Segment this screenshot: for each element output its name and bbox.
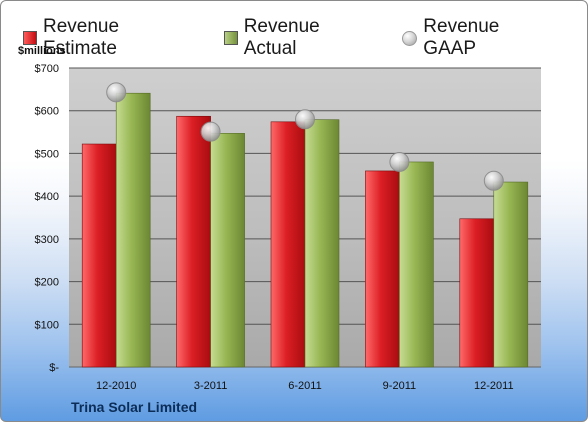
bar-revenue-estimate	[176, 115, 211, 368]
x-tick-label: 6-2011	[288, 380, 321, 392]
bar-revenue-estimate	[459, 218, 495, 368]
legend-item-gaap: Revenue GAAP	[402, 16, 557, 60]
legend-marker-gaap	[402, 30, 418, 46]
bar-revenue-actual	[210, 133, 245, 368]
bar-revenue-estimate	[270, 121, 306, 368]
marker-revenue-gaap	[106, 82, 127, 103]
marker-revenue-gaap	[389, 151, 410, 172]
chart-legend: Revenue Estimate Revenue Actual Revenue …	[23, 16, 583, 60]
legend-swatch-estimate	[23, 31, 37, 45]
y-tick-label: $600	[35, 106, 59, 118]
legend-label-estimate: Revenue Estimate	[42, 16, 120, 59]
bar-revenue-actual	[493, 181, 529, 368]
marker-revenue-gaap	[200, 121, 221, 142]
bar-revenue-actual	[399, 161, 434, 368]
legend-swatch-actual	[223, 31, 238, 45]
bar-revenue-actual	[304, 119, 340, 368]
y-tick-label: $400	[35, 191, 59, 203]
company-name: Trina Solar Limited	[71, 399, 198, 415]
x-tick-label: 12-2010	[96, 380, 136, 392]
x-tick-label: 3-2011	[194, 380, 227, 392]
y-tick-label: $200	[35, 277, 59, 289]
y-tick-label: $500	[35, 148, 59, 160]
legend-item-actual: Revenue Actual	[223, 16, 377, 60]
x-tick-label: 12-2011	[474, 380, 514, 392]
bar-revenue-estimate	[81, 143, 117, 368]
bar-revenue-actual	[115, 92, 151, 368]
y-axis-unit-label: $millions	[18, 45, 66, 57]
y-tick-label: $300	[35, 234, 59, 246]
y-tick-label: $-	[49, 362, 59, 374]
x-tick-label: 9-2011	[383, 380, 416, 392]
bar-revenue-estimate	[365, 170, 400, 368]
y-tick-label: $700	[35, 63, 59, 75]
marker-revenue-gaap	[483, 170, 504, 191]
y-tick-label: $100	[35, 319, 59, 331]
legend-label-gaap: Revenue GAAP	[423, 16, 500, 59]
legend-label-actual: Revenue Actual	[243, 16, 320, 59]
legend-item-estimate: Revenue Estimate	[23, 16, 198, 60]
marker-revenue-gaap	[295, 109, 315, 130]
